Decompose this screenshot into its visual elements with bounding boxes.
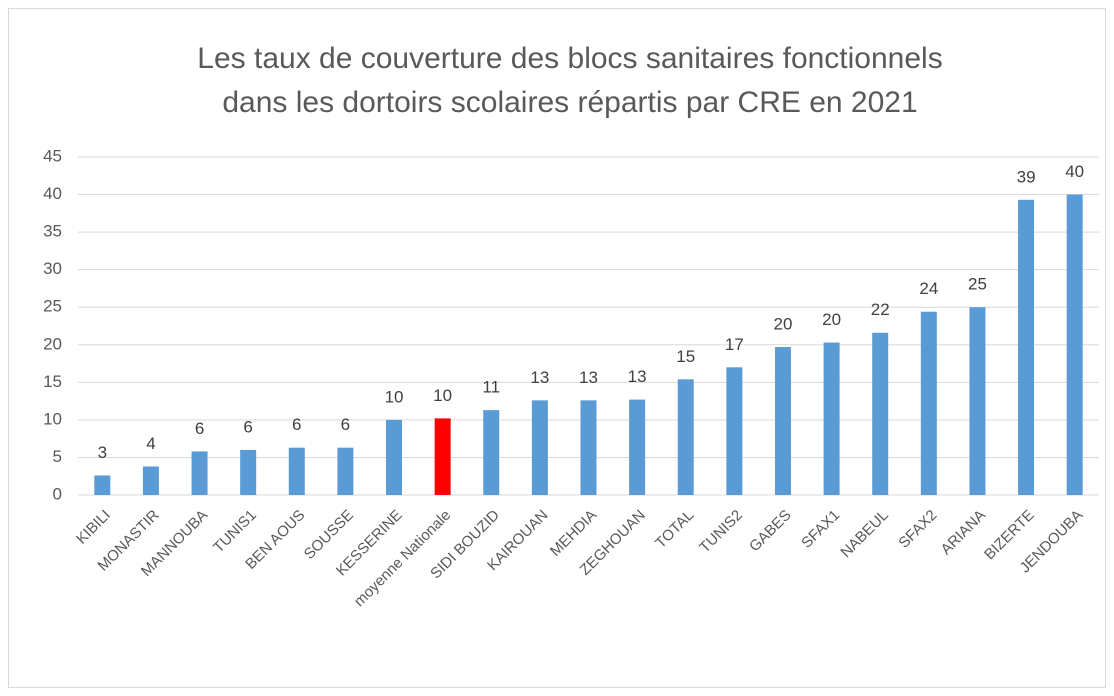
bar bbox=[142, 466, 159, 495]
y-tick-label: 25 bbox=[43, 297, 62, 316]
bar bbox=[1018, 199, 1035, 495]
bar bbox=[969, 307, 986, 495]
data-label: 40 bbox=[1065, 162, 1084, 181]
data-label: 15 bbox=[676, 347, 695, 366]
data-label: 10 bbox=[433, 386, 452, 405]
bar bbox=[677, 379, 694, 495]
data-label: 11 bbox=[482, 378, 500, 397]
bar bbox=[386, 419, 403, 495]
data-label: 6 bbox=[243, 417, 252, 436]
data-label: 13 bbox=[579, 368, 598, 387]
data-label: 17 bbox=[725, 335, 744, 354]
data-label: 4 bbox=[146, 434, 155, 453]
bar bbox=[629, 399, 646, 495]
y-tick-label: 10 bbox=[43, 409, 62, 428]
bar bbox=[872, 332, 889, 495]
y-tick-label: 20 bbox=[43, 334, 62, 353]
data-label: 39 bbox=[1017, 167, 1036, 186]
data-label: 6 bbox=[341, 415, 350, 434]
bar bbox=[726, 367, 743, 495]
data-label: 24 bbox=[919, 279, 938, 298]
data-label: 3 bbox=[98, 443, 107, 462]
bar bbox=[774, 347, 791, 495]
bar bbox=[920, 311, 937, 495]
bar bbox=[240, 449, 257, 495]
data-label: 6 bbox=[292, 415, 301, 434]
bar bbox=[434, 418, 451, 495]
bar bbox=[1066, 194, 1083, 496]
bar bbox=[94, 475, 111, 495]
y-tick-label: 45 bbox=[43, 146, 62, 165]
bar bbox=[288, 447, 305, 495]
bar bbox=[531, 400, 548, 495]
data-label: 25 bbox=[968, 275, 987, 294]
y-tick-label: 15 bbox=[43, 372, 62, 391]
bar bbox=[191, 451, 208, 495]
data-label: 10 bbox=[385, 387, 404, 406]
data-label: 20 bbox=[822, 310, 841, 329]
chart-title: dans les dortoirs scolaires répartis par… bbox=[222, 86, 917, 119]
y-tick-label: 5 bbox=[53, 447, 62, 466]
y-tick-label: 40 bbox=[43, 184, 62, 203]
chart-title: Les taux de couverture des blocs sanitai… bbox=[197, 42, 942, 75]
y-tick-label: 30 bbox=[43, 259, 62, 278]
data-label: 13 bbox=[628, 367, 647, 386]
data-label: 20 bbox=[774, 315, 793, 334]
y-tick-label: 35 bbox=[43, 222, 62, 241]
bar bbox=[483, 410, 500, 495]
y-tick-label: 0 bbox=[53, 484, 62, 503]
bar bbox=[337, 447, 354, 495]
data-label: 22 bbox=[871, 300, 890, 319]
bar bbox=[823, 342, 840, 495]
bar bbox=[580, 400, 597, 495]
data-label: 6 bbox=[195, 419, 204, 438]
data-label: 13 bbox=[530, 368, 549, 387]
